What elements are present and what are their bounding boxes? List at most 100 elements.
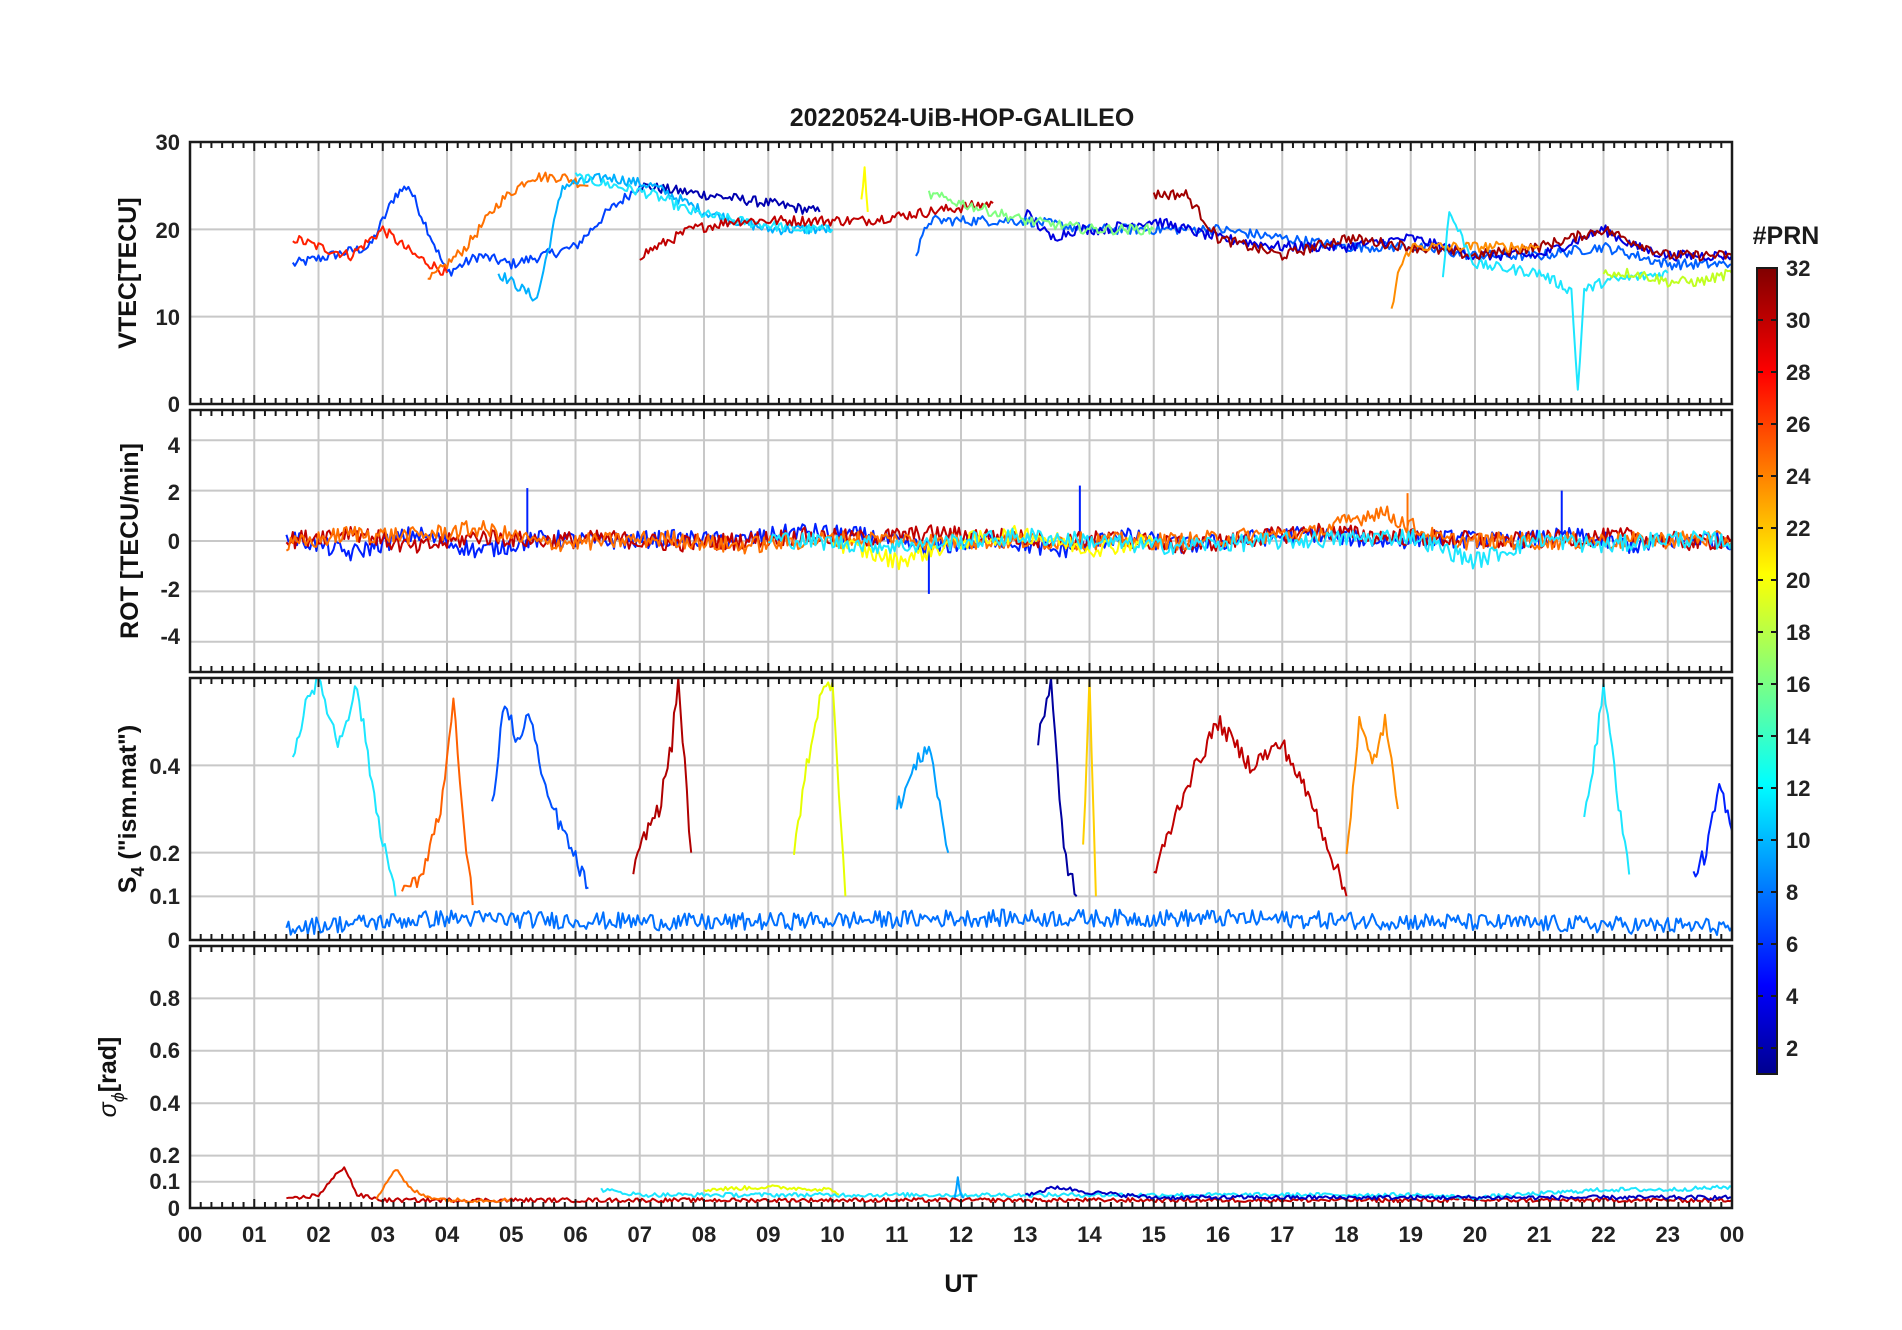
y-axis-label-sub: ϕ [108,1092,128,1102]
x-tick-label: 16 [1206,1222,1230,1247]
y-tick-label: 20 [156,218,180,243]
y-tick-label: 0.2 [149,841,180,866]
y-axis-label: ROT [TECU/min] [116,443,144,639]
series-line-prn-5 [491,705,589,890]
y-tick-label: 0 [168,529,180,554]
series-line-prn-12 [574,172,834,235]
series-line-prn-8 [285,908,1733,936]
colorbar-tick-label: 2 [1786,1036,1798,1061]
y-tick-label: 0.1 [149,1169,180,1194]
data-series [286,1166,1733,1204]
series-line-prn-11 [767,527,1733,570]
series-line-prn-30 [639,200,994,261]
y-tick-label: 0 [168,1196,180,1221]
x-tick-label: 08 [692,1222,716,1247]
panel-frame [188,676,1734,942]
colorbar-tick-label: 26 [1786,412,1810,437]
chart-title: 20220524-UiB-HOP-GALILEO [790,104,1135,132]
panel-frame [188,944,1734,1210]
colorbar-tick-label: 22 [1786,516,1810,541]
series-line-prn-9 [895,745,950,853]
series-line-prn-20 [860,166,869,212]
x-tick-label: 12 [949,1222,973,1247]
series-line-prn-31 [632,677,693,875]
series-line-prn-16 [927,190,1155,236]
colorbar-tick-label: 4 [1786,984,1799,1009]
data-series [291,166,1733,391]
y-tick-label: 0.6 [149,1038,180,1063]
series-line-prn-2 [639,182,821,215]
x-tick-label: 11 [885,1222,908,1247]
colorbar-tick-label: 12 [1786,776,1810,801]
colorbar-tick-label: 24 [1786,464,1811,489]
x-tick-label: 15 [1142,1222,1166,1247]
colorbar-label: #PRN [1753,222,1820,250]
series-line-prn-5 [291,185,641,277]
colorbar-tick-label: 10 [1786,828,1810,853]
series-line-prn-2 [1025,1185,1733,1201]
panel-rot: -4 -2 0 2 4 ROT [TECU/min] [116,408,1734,674]
y-tick-label: -2 [160,577,180,602]
y-tick-label: 4 [168,433,181,458]
x-axis-label: UT [944,1270,977,1298]
x-tick-label: 22 [1591,1222,1615,1247]
y-tick-label: -4 [160,624,180,649]
x-tick-label: 02 [306,1222,330,1247]
colorbar-tick-label: 6 [1786,932,1798,957]
x-tick-label: 23 [1656,1222,1680,1247]
panel-sigma-phi: 0 0.1 0.2 0.4 0.6 0.8 σϕ[rad] [94,944,1734,1221]
series-line-prn-11 [291,677,397,897]
x-tick-label: 06 [563,1222,587,1247]
series-line-prn-23 [1345,713,1399,855]
series-line-prn-24 [285,505,1733,555]
x-tick-label: 14 [1077,1222,1102,1247]
x-tick-label: 09 [756,1222,780,1247]
x-tick-label: 04 [435,1222,460,1247]
y-axis-label: S4 ("ism.mat") [114,725,148,894]
series-line-prn-9 [953,1176,965,1199]
colorbar-tick-label: 14 [1786,724,1811,749]
y-axis-label-main: σ [94,1101,122,1117]
x-tick-label: 07 [628,1222,652,1247]
data-series [285,485,1733,594]
x-tick-label: 03 [371,1222,395,1247]
y-axis-label-sub: 4 [128,867,148,877]
colorbar-tick-label: 20 [1786,568,1810,593]
series-line-prn-31 [1152,189,1733,262]
colorbar-scale [1756,267,1778,1075]
y-tick-label: 0.4 [149,754,180,779]
series-line-prn-1 [1037,677,1078,897]
x-tick-label: 10 [820,1222,844,1247]
series-line-prn-12 [1583,681,1631,875]
x-tick-label: 19 [1399,1222,1423,1247]
x-tick-labels: 00 01 02 03 04 05 06 07 08 09 10 11 12 13 14 15 16 17 18 19… [178,1222,1744,1247]
colorbar-tick-label: 18 [1786,620,1810,645]
x-tick-label: 21 [1527,1222,1551,1247]
y-tick-label: 0.1 [149,884,180,909]
y-tick-label: 2 [168,480,180,505]
series-line-prn-11 [600,1184,1733,1201]
colorbar-tick-label: 32 [1786,256,1810,281]
x-tick-label: 18 [1334,1222,1358,1247]
series-line-prn-25 [401,697,474,906]
series-line-prn-17 [1602,267,1733,288]
panel-vtec: 0 10 20 30 VTEC[TECU] [114,130,1734,417]
y-tick-labels: 0 0.1 0.2 0.4 0.6 0.8 [149,986,180,1221]
grid-lines [190,946,1732,1208]
x-tick-label: 17 [1270,1222,1294,1247]
y-tick-label: 0.4 [149,1091,180,1116]
x-tick-label: 20 [1463,1222,1487,1247]
y-tick-label: 0 [168,928,180,953]
colorbar-tick-label: 16 [1786,672,1810,697]
x-tick-label: 00 [1720,1222,1744,1247]
y-axis-label-rest: [rad] [94,1037,122,1093]
x-tick-label: 00 [178,1222,202,1247]
colorbar-tick-label: 30 [1786,308,1810,333]
series-line-prn-4 [1692,783,1733,878]
y-axis-label: VTEC[TECU] [114,197,142,348]
y-tick-label: 0.2 [149,1143,180,1168]
y-tick-labels: 0 0.1 0.2 0.4 [149,754,180,953]
y-tick-label: 30 [156,130,180,155]
